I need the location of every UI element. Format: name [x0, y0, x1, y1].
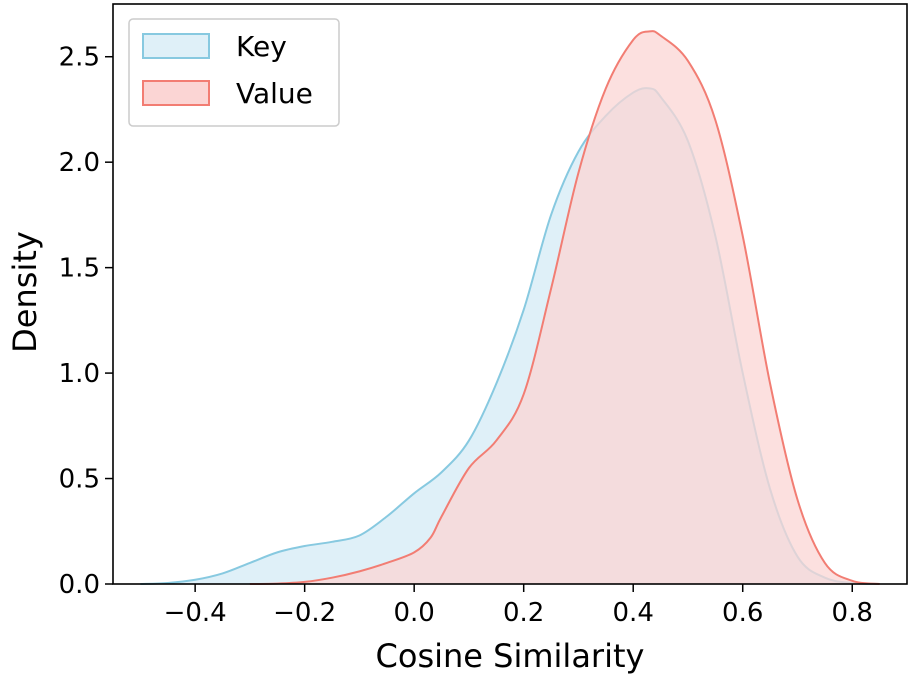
x-axis: −0.4 −0.2 0.0 0.2 0.4 0.6 0.8 — [164, 584, 873, 628]
x-axis-label: Cosine Similarity — [376, 637, 645, 675]
legend-swatch-value — [142, 80, 210, 106]
legend-label-value: Value — [236, 77, 313, 110]
x-tick-label: 0.8 — [832, 598, 873, 628]
y-tick-label: 2.5 — [59, 43, 100, 73]
x-tick-label: −0.2 — [273, 598, 336, 628]
series-layer — [140, 30, 880, 585]
plot-frame — [112, 3, 908, 585]
y-tick-label: 1.0 — [59, 359, 100, 389]
legend-label-key: Key — [236, 30, 287, 63]
legend: Key Value — [128, 18, 340, 127]
x-tick-label: 0.2 — [503, 598, 544, 628]
x-tick-label: 0.6 — [722, 598, 763, 628]
series-value-area — [249, 31, 880, 585]
x-tick-label: 0.0 — [393, 598, 434, 628]
y-axis-label: Density — [6, 231, 44, 353]
legend-swatch-key — [142, 33, 210, 59]
y-tick-label: 1.5 — [59, 254, 100, 284]
series-value-line — [249, 30, 880, 585]
y-tick-label: 0.0 — [59, 570, 100, 600]
y-axis: 0.0 0.5 1.0 1.5 2.0 2.5 — [59, 43, 113, 600]
x-tick-label: 0.4 — [613, 598, 654, 628]
y-tick-label: 0.5 — [59, 465, 100, 495]
y-tick-label: 2.0 — [59, 148, 100, 178]
x-tick-label: −0.4 — [164, 598, 227, 628]
